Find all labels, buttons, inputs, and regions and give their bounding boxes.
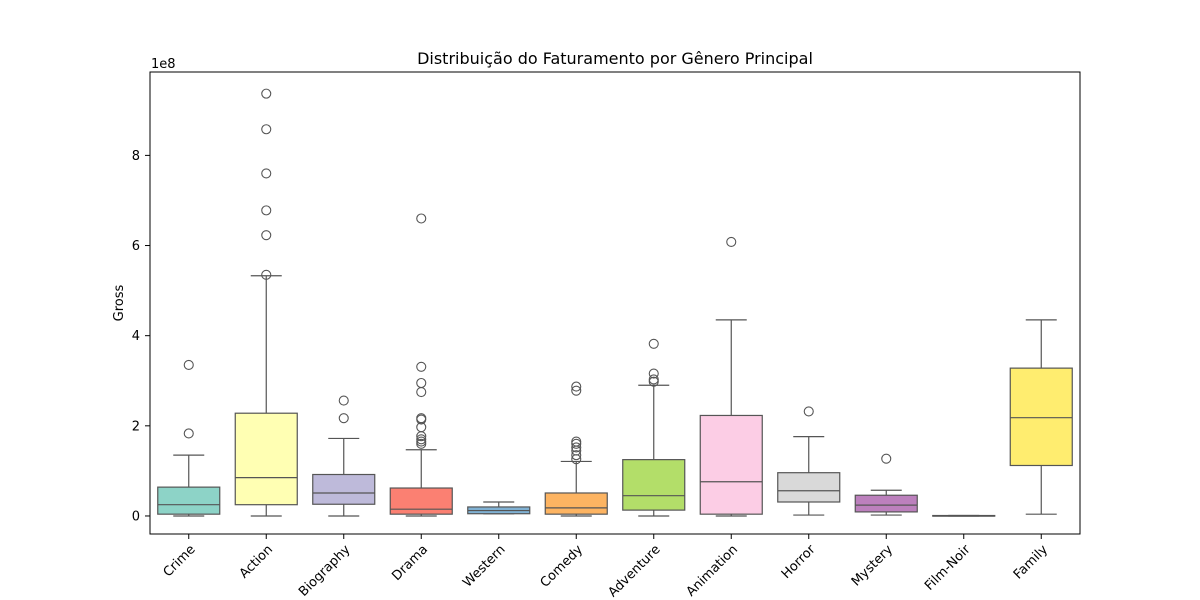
x-tick-label: Biography [296, 542, 354, 600]
outlier-point [416, 213, 427, 224]
x-tick-label: Mystery [849, 542, 896, 589]
y-axis-multiplier: 1e8 [151, 57, 176, 72]
outlier-point [261, 205, 272, 216]
box-action [234, 412, 298, 506]
outlier-point [338, 413, 349, 424]
outlier-point [261, 168, 272, 179]
outlier-point [261, 88, 272, 99]
outlier-point [803, 406, 814, 417]
outlier-point [416, 377, 427, 389]
outlier-point [648, 368, 659, 379]
plot-frame [149, 71, 1081, 535]
x-tick-label: Crime [161, 542, 199, 580]
outlier-point [571, 381, 582, 392]
outlier-point [726, 236, 737, 247]
y-tick-label: 8 [132, 149, 140, 164]
x-tick-label: Family [1011, 542, 1051, 582]
x-tick-label: Horror [779, 542, 819, 582]
outlier-point [261, 124, 272, 135]
box-horror [777, 472, 841, 503]
outlier-point [183, 359, 194, 371]
x-tick-label: Comedy [538, 542, 587, 591]
box-biography [312, 473, 376, 505]
outlier-point [648, 374, 659, 385]
outlier-point [648, 338, 659, 349]
y-tick-label: 0 [132, 509, 140, 524]
outlier-point [571, 385, 582, 396]
x-tick-label: Animation [684, 542, 741, 599]
outlier-point [183, 428, 194, 439]
x-tick-label: Western [460, 542, 508, 590]
box-comedy [544, 492, 608, 515]
y-tick-label: 2 [132, 419, 140, 434]
x-tick-label: Drama [389, 542, 431, 584]
x-tick-label: Film-Noir [922, 542, 974, 594]
outlier-point [416, 386, 427, 398]
box-drama [389, 487, 453, 515]
outlier-point [416, 361, 427, 372]
outlier-point [416, 436, 427, 447]
y-axis-label: Gross [112, 284, 127, 321]
box-crime [157, 486, 221, 515]
outlier-point [571, 450, 582, 461]
box-animation [699, 414, 763, 515]
chart-title: Distribuição do Faturamento por Gênero P… [417, 49, 813, 68]
outlier-point [416, 413, 427, 424]
outlier-point [571, 436, 582, 447]
outlier-point [881, 453, 892, 464]
box-mystery [854, 494, 918, 513]
x-tick-label: Action [237, 542, 276, 581]
outlier-point [338, 395, 349, 406]
outlier-point [416, 434, 427, 445]
outlier-point [571, 442, 582, 453]
outlier-point [261, 230, 272, 241]
outlier-point [261, 269, 272, 280]
y-tick-label: 4 [132, 329, 140, 344]
box-family [1009, 367, 1073, 467]
x-tick-label: Adventure [605, 542, 663, 600]
y-tick-label: 6 [132, 239, 140, 254]
box-adventure [622, 459, 686, 511]
plot-area: 0 2 4 6 8 Crime Action Biography Drama Western Com… [132, 88, 1073, 600]
